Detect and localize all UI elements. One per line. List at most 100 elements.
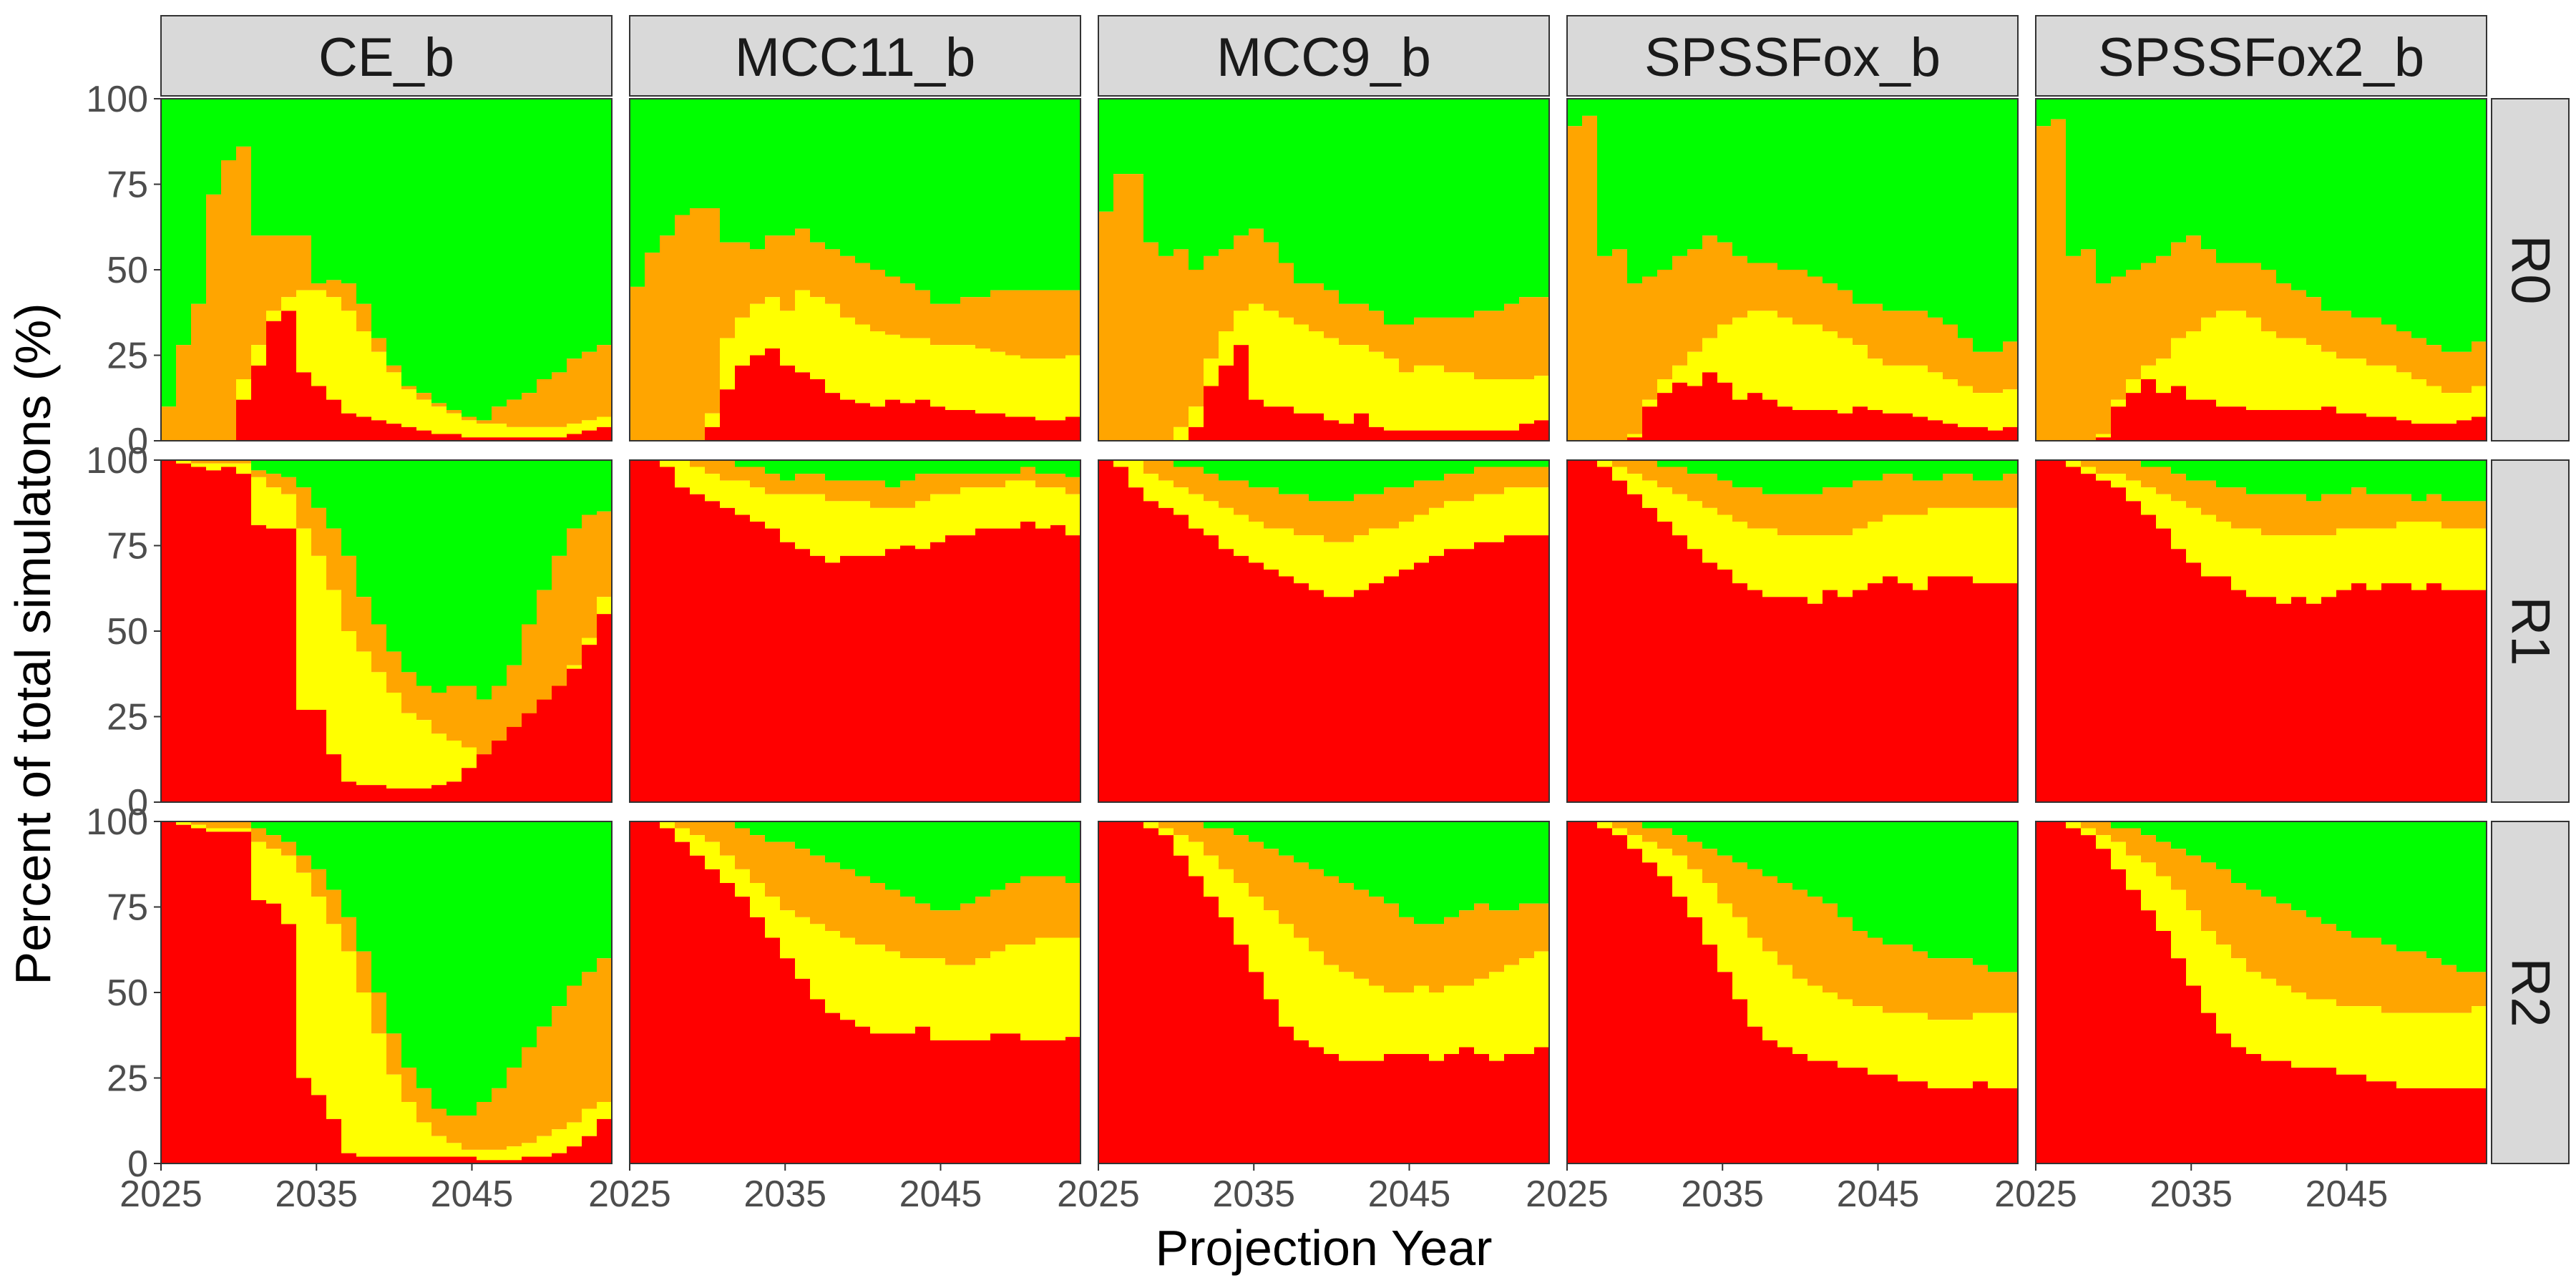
series-red-area (630, 348, 1080, 441)
panel-r1-mcc9-b (1098, 459, 1550, 803)
row-strip-r0: R0 (2491, 98, 2570, 441)
series-green-area (630, 821, 1080, 911)
series-yellow-area (1567, 311, 2018, 441)
series-green-area (161, 99, 612, 421)
panel-border (1098, 98, 1550, 441)
panel-r1-spssfox-b (1566, 459, 2019, 803)
panel-r1-mcc11-b (629, 459, 1081, 803)
y-tick-label: 100 (86, 79, 148, 120)
panel-r0-spssfox-b (1566, 98, 2019, 441)
column-strip-spssfox2-b: SPSSFox2_b (2035, 15, 2487, 97)
series-orange-area (1567, 821, 2018, 1020)
series-orange-area (1567, 115, 2018, 441)
x-tick-label: 2025 (1994, 1174, 2077, 1215)
panel-border (629, 821, 1081, 1164)
y-tick-label: 50 (107, 611, 148, 653)
panel-r2-mcc9-b: 2025 2035 2045 (1057, 821, 1550, 1215)
series-orange-area (2036, 460, 2487, 536)
strip-label: MCC11_b (735, 27, 976, 88)
y-tick-label: 25 (107, 697, 148, 738)
series-red-area (1098, 345, 1549, 441)
series-yellow-area (630, 460, 1080, 563)
panel-r0-mcc9-b (1098, 98, 1550, 441)
series-green-area (161, 460, 612, 700)
panel-r2-spssfox2-b: 2025 2035 2045 (1994, 821, 2487, 1215)
y-tick-label: 75 (107, 526, 148, 567)
y-tick-label: 50 (107, 972, 148, 1014)
strip-background (2035, 15, 2487, 97)
series-red-area (161, 460, 612, 802)
series-red-area (1567, 821, 2018, 1163)
panel-border (2035, 821, 2487, 1164)
series-green-area (1567, 821, 2018, 972)
panel-r2-ce-b: 0 25 50 75 100 2025 2035 2045 (86, 801, 613, 1215)
series-red-area (161, 821, 612, 1163)
panel-border (629, 459, 1081, 803)
series-green-area (1567, 99, 2018, 352)
y-tick-label: 0 (127, 421, 148, 462)
series-red-area (1567, 460, 2018, 802)
series-yellow-area (2036, 460, 2487, 604)
y-tick-label: 50 (107, 250, 148, 291)
series-yellow-area (2036, 821, 2487, 1088)
x-tick-label: 2035 (275, 1174, 358, 1215)
series-orange-area (1098, 460, 1549, 542)
series-red-area (161, 311, 612, 441)
series-green-area (1098, 460, 1549, 502)
series-yellow-area (1567, 821, 2018, 1088)
series-red-area (2036, 460, 2487, 802)
row-strip-r2: R2 (2491, 821, 2570, 1164)
series-red-area (630, 821, 1080, 1163)
strip-label: R0 (2500, 235, 2561, 304)
panel-r0-ce-b: 0 25 50 75 100 (86, 79, 613, 462)
series-yellow-area (2036, 311, 2487, 441)
strip-background (2491, 459, 2570, 803)
strip-label: R1 (2500, 596, 2561, 665)
y-tick-label: 75 (107, 165, 148, 206)
strip-label: R2 (2500, 957, 2561, 1027)
series-orange-area (630, 821, 1080, 965)
strip-background (2491, 821, 2570, 1164)
x-tick-label: 2035 (743, 1174, 826, 1215)
y-tick-label: 25 (107, 336, 148, 377)
series-green-area (1098, 99, 1549, 325)
x-tick-label: 2025 (1526, 1174, 1609, 1215)
panel-border (1566, 98, 2019, 441)
column-strip-mcc9-b: MCC9_b (1098, 15, 1550, 97)
panel-r1-ce-b: 0 25 50 75 100 (86, 440, 613, 824)
series-green-area (161, 821, 612, 1116)
series-red-area (1098, 460, 1549, 802)
series-green-area (1567, 460, 2018, 494)
x-axis-title: Projection Year (1156, 1220, 1493, 1276)
x-tick-label: 2045 (2306, 1174, 2389, 1215)
panel-border (2035, 98, 2487, 441)
strip-label: CE_b (318, 27, 454, 88)
series-yellow-area (630, 821, 1080, 1040)
series-red-area (1098, 821, 1549, 1163)
series-orange-area (1567, 460, 2018, 536)
panel-grid: CE_b MCC11_b MCC9_b SPSSFox_b SPSSFox2_b R0 R1… (86, 15, 2570, 1215)
strip-background (2491, 98, 2570, 441)
y-tick-label: 25 (107, 1058, 148, 1100)
series-yellow-area (1567, 460, 2018, 604)
series-green-area (630, 99, 1080, 304)
series-red-area (2036, 821, 2487, 1163)
series-green-area (2036, 460, 2487, 502)
x-tick-label: 2035 (2150, 1174, 2233, 1215)
x-tick-label: 2025 (119, 1174, 203, 1215)
column-strip-mcc11-b: MCC11_b (629, 15, 1081, 97)
x-tick-label: 2045 (1368, 1174, 1451, 1215)
series-yellow-area (1098, 821, 1549, 1061)
x-tick-label: 2045 (899, 1174, 982, 1215)
series-red-area (1567, 372, 2018, 441)
series-orange-area (1098, 174, 1549, 441)
panel-r1-spssfox2-b (2035, 459, 2487, 803)
x-tick-label: 2045 (431, 1174, 514, 1215)
series-orange-area (161, 146, 612, 441)
y-tick-label: 100 (86, 440, 148, 482)
strip-background (160, 15, 613, 97)
series-red-area (2036, 379, 2487, 441)
series-orange-area (630, 460, 1080, 508)
strip-label: MCC9_b (1216, 27, 1431, 88)
series-yellow-area (161, 821, 612, 1161)
